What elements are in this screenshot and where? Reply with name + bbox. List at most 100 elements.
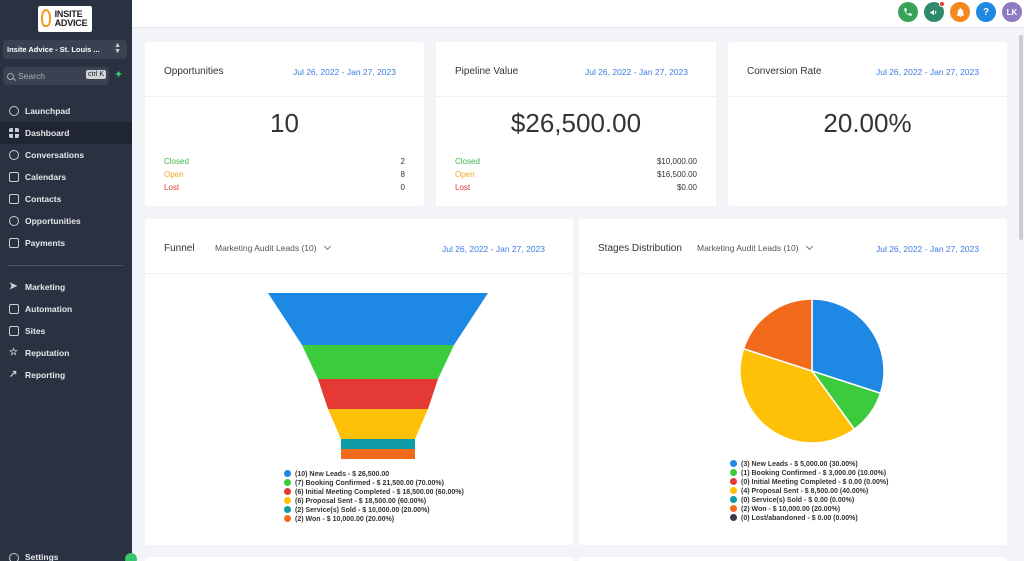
sparkle-icon[interactable]: ✦ [114, 69, 124, 81]
search-icon [7, 73, 14, 80]
megaphone-icon [929, 9, 936, 15]
legend-label: (6) Initial Meeting Completed - $ 18,500… [295, 489, 464, 496]
legend-swatch [730, 514, 737, 521]
legend-label: (2) Won - $ 10,000.00 (20.00%) [295, 516, 395, 523]
scrollbar-thumb[interactable] [1019, 35, 1023, 240]
chevron-updown-icon: ▲ ▼ [114, 42, 121, 55]
legend-item[interactable]: (2) Won - $ 10,000.00 (20.00%) [730, 505, 888, 514]
sidebar-item-label: Marketing [25, 282, 66, 292]
sidebar-item-automation[interactable]: Automation [0, 298, 132, 320]
legend-item[interactable]: (0) Service(s) Sold - $ 0.00 (0.00%) [730, 496, 888, 505]
help-button[interactable]: ? [976, 2, 996, 22]
card-title: Stages Distribution [598, 243, 682, 254]
user-avatar[interactable]: LK [1002, 2, 1022, 22]
funnel-segment-won[interactable] [341, 449, 415, 459]
legend-swatch [284, 470, 291, 477]
legend-item[interactable]: (3) New Leads - $ 5,000.00 (30.00%) [730, 460, 888, 469]
payments-icon [9, 238, 19, 248]
pie-slice-won[interactable] [742, 298, 813, 373]
sidebar-item-reputation[interactable]: ☆ Reputation [0, 342, 132, 364]
legend-item[interactable]: (0) Initial Meeting Completed - $ 0.00 (… [730, 478, 888, 487]
pie-slice-new-leads[interactable] [811, 298, 885, 395]
calendar-icon [9, 172, 19, 182]
company-logo[interactable]: INSITE ADVICE [38, 6, 92, 32]
card-title: Conversion Rate [747, 66, 822, 77]
dashboard-grid-icon [9, 128, 19, 138]
sidebar-item-sites[interactable]: Sites [0, 320, 132, 342]
sidebar-item-reporting[interactable]: ↗ Reporting [0, 364, 132, 386]
legend-swatch [284, 506, 291, 513]
sidebar-item-settings[interactable]: Settings [0, 552, 132, 561]
pipeline-dropdown[interactable]: Marketing Audit Leads (10) [697, 242, 813, 253]
sidebar-item-label: Contacts [25, 194, 62, 204]
sidebar-item-label: Calendars [25, 172, 67, 182]
sidebar-item-opportunities[interactable]: Opportunities [0, 210, 132, 232]
rocket-icon [9, 106, 19, 116]
notifications-button[interactable] [950, 2, 970, 22]
phone-button[interactable] [898, 2, 918, 22]
legend-item[interactable]: (4) Proposal Sent - $ 8,500.00 (40.00%) [730, 487, 888, 496]
funnel-segment-booking-confirmed[interactable] [302, 345, 454, 379]
legend-label: (4) Proposal Sent - $ 8,500.00 (40.00%) [741, 488, 869, 495]
funnel-segment-new-leads[interactable] [268, 293, 488, 345]
stat-value: 0 [400, 183, 405, 192]
sidebar-item-dashboard[interactable]: Dashboard [0, 122, 132, 144]
sidebar-item-calendars[interactable]: Calendars [0, 166, 132, 188]
funnel-segment-service-s-sold[interactable] [341, 439, 415, 449]
date-range[interactable]: Jul 26, 2022 - Jan 27, 2023 [441, 244, 545, 254]
legend-label: (3) New Leads - $ 5,000.00 (30.00%) [741, 461, 858, 468]
pie-slice-proposal-sent[interactable] [739, 347, 856, 444]
help-icon: ? [982, 6, 990, 18]
legend-item[interactable]: (10) New Leads - $ 26,500.00 [284, 470, 464, 479]
stages-legend: (3) New Leads - $ 5,000.00 (30.00%) (1) B… [730, 460, 888, 523]
date-range[interactable]: Jul 26, 2022 - Jan 27, 2023 [875, 67, 979, 77]
top-bar: ? LK [132, 0, 1024, 28]
sidebar-item-marketing[interactable]: ➤ Marketing [0, 276, 132, 298]
legend-item[interactable]: (6) Initial Meeting Completed - $ 18,500… [284, 488, 464, 497]
funnel-chart [268, 293, 488, 459]
legend-item[interactable]: (1) Booking Confirmed - $ 3,000.00 (10.0… [730, 469, 888, 478]
search-input[interactable]: Search ctrl K [3, 67, 109, 85]
date-range[interactable]: Jul 26, 2022 - Jan 27, 2023 [875, 244, 979, 254]
account-switcher[interactable]: Insite Advice - St. Louis ... ▲ ▼ [3, 40, 127, 59]
legend-item[interactable]: (2) Won - $ 10,000.00 (20.00%) [284, 515, 464, 524]
pipeline-dropdown[interactable]: Marketing Audit Leads (10) [215, 242, 331, 253]
opportunities-icon [9, 216, 19, 226]
pipeline-value-card: Pipeline Value Jul 26, 2022 - Jan 27, 20… [436, 42, 716, 206]
logo-line-2: ADVICE [54, 18, 88, 28]
funnel-segment-initial-meeting-completed[interactable] [318, 379, 438, 409]
sidebar-item-payments[interactable]: Payments [0, 232, 132, 254]
search-shortcut-badge: ctrl K [86, 70, 106, 79]
announcements-button[interactable] [924, 1, 945, 22]
trend-icon: ↗ [9, 369, 18, 380]
funnel-segment-proposal-sent[interactable] [328, 409, 428, 439]
date-range[interactable]: Jul 26, 2022 - Jan 27, 2023 [584, 67, 688, 77]
date-range[interactable]: Jul 26, 2022 - Jan 27, 2023 [292, 67, 396, 77]
avatar-initials: LK [1006, 7, 1018, 17]
sidebar-item-contacts[interactable]: Contacts [0, 188, 132, 210]
legend-item[interactable]: (7) Booking Confirmed - $ 21,500.00 (70.… [284, 479, 464, 488]
sidebar-divider [8, 265, 123, 266]
sidebar-item-label: Conversations [25, 150, 85, 160]
stat-value: 8 [400, 170, 405, 179]
stages-pie-chart [739, 298, 885, 444]
legend-swatch [284, 515, 291, 522]
lightbulb-icon [41, 9, 51, 27]
sidebar-item-launchpad[interactable]: Launchpad [0, 100, 132, 122]
sidebar-item-label: Automation [25, 304, 73, 314]
bottom-card-right [579, 557, 1007, 561]
sidebar-item-label: Reporting [25, 370, 66, 380]
chevron-down-icon [805, 242, 813, 251]
opportunities-total: 10 [270, 108, 299, 138]
legend-item[interactable]: (6) Proposal Sent - $ 18,500.00 (60.00%) [284, 497, 464, 506]
legend-swatch [730, 496, 737, 503]
stat-label: Lost [455, 183, 471, 192]
sidebar-item-label: Opportunities [25, 216, 81, 226]
legend-item[interactable]: (0) Lost/abandoned - $ 0.00 (0.00%) [730, 514, 888, 523]
conversion-rate-value: 20.00% [823, 108, 912, 138]
send-icon: ➤ [9, 281, 18, 292]
star-icon: ☆ [9, 347, 18, 358]
bell-icon [956, 7, 964, 17]
legend-item[interactable]: (2) Service(s) Sold - $ 10,000.00 (20.00… [284, 506, 464, 515]
sidebar-item-conversations[interactable]: Conversations [0, 144, 132, 166]
